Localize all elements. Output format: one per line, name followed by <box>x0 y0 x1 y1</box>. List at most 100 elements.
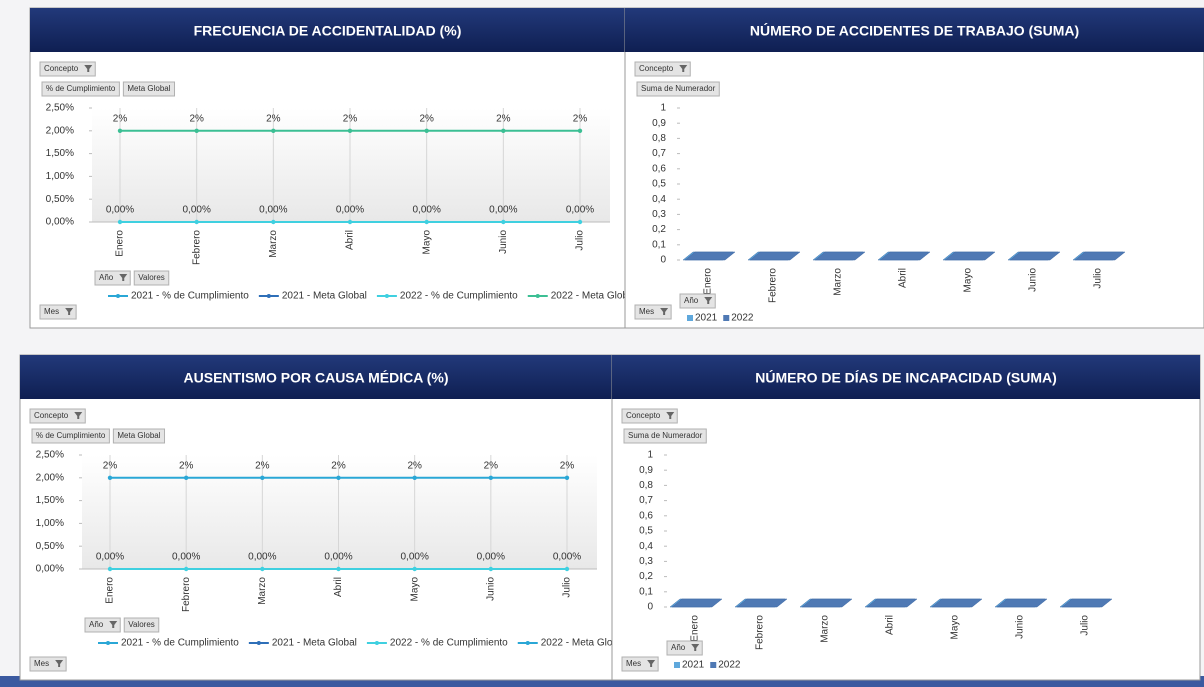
x-tick-label: Julio <box>562 577 573 598</box>
field-button[interactable]: Año <box>84 617 121 633</box>
button-label: Mes <box>44 307 59 316</box>
bar <box>866 598 918 608</box>
point <box>117 128 123 133</box>
y-tick-label: 0,5 <box>652 179 666 190</box>
y-tick-label: 0,50% <box>46 194 74 205</box>
field-button[interactable]: Concepto <box>39 61 96 77</box>
field-button[interactable]: Año <box>666 640 703 656</box>
data-label: 0,00% <box>106 205 134 216</box>
field-button[interactable]: Año <box>679 293 716 309</box>
field-button[interactable]: Meta Global <box>112 428 166 444</box>
y-tick-label: 0,5 <box>639 526 653 537</box>
bar <box>1074 251 1126 261</box>
field-button[interactable]: Año <box>94 270 131 286</box>
y-tick-label: 0,8 <box>652 133 666 144</box>
field-button[interactable]: % de Cumplimiento <box>31 428 110 444</box>
point <box>183 475 189 480</box>
data-label: 0,00% <box>248 552 276 563</box>
point <box>564 566 570 572</box>
button-face <box>29 408 86 424</box>
data-label: 2% <box>189 113 204 124</box>
field-button[interactable]: Concepto <box>29 408 86 424</box>
y-tick-label: 0,4 <box>639 541 653 552</box>
y-tick-label: 1 <box>647 450 653 461</box>
chart-title: NÚMERO DE ACCIDENTES DE TRABAJO (SUMA) <box>750 22 1079 39</box>
filter-icon <box>679 65 688 72</box>
data-label: 0,00% <box>324 552 352 563</box>
point <box>577 219 583 225</box>
point <box>347 128 353 133</box>
button-face <box>623 428 707 444</box>
x-tick-label: Enero <box>105 577 116 604</box>
button-face <box>31 428 110 444</box>
button-label: Concepto <box>34 411 69 420</box>
data-label: 2% <box>179 460 194 471</box>
point <box>271 219 276 225</box>
legend-dot <box>535 294 540 298</box>
field-button[interactable]: Valores <box>133 270 170 286</box>
point <box>107 566 113 572</box>
x-tick-label: Marzo <box>820 615 831 643</box>
button-label: Meta Global <box>117 431 160 440</box>
panel-header <box>20 355 612 399</box>
field-button[interactable]: Mes <box>39 304 77 320</box>
y-tick-label: 0,1 <box>639 586 653 597</box>
legend-label: 2022 - % de Cumplimiento <box>390 638 508 649</box>
x-tick-label: Mayo <box>950 615 961 640</box>
legend-dot <box>106 641 110 645</box>
x-tick-label: Julio <box>1093 268 1104 289</box>
y-tick-label: 0,7 <box>652 148 666 159</box>
point <box>412 566 417 572</box>
button-label: % de Cumplimiento <box>46 84 116 93</box>
field-button[interactable]: Concepto <box>634 61 691 77</box>
field-button[interactable]: % de Cumplimiento <box>41 81 120 97</box>
legend-label: 2021 <box>695 313 718 324</box>
filter-icon <box>647 660 656 667</box>
point <box>501 219 506 225</box>
button-label: Mes <box>639 307 654 316</box>
legend-swatch <box>710 662 717 668</box>
data-label: 2% <box>113 113 128 124</box>
data-label: 0,00% <box>566 205 594 216</box>
button-label: Año <box>684 296 699 305</box>
x-tick-label: Febrero <box>768 268 779 303</box>
data-label: 2% <box>573 113 588 124</box>
plot-area <box>82 455 597 569</box>
legend-dot <box>266 294 271 298</box>
point <box>194 128 199 133</box>
point <box>424 128 429 133</box>
button-label: Año <box>99 273 114 282</box>
legend-label: 2021 - Meta Global <box>272 638 357 649</box>
data-label: 2% <box>419 113 434 124</box>
button-label: Valores <box>128 620 155 629</box>
x-tick-label: Febrero <box>755 615 766 650</box>
bar <box>684 251 736 261</box>
point <box>564 475 570 480</box>
y-tick-label: 1,50% <box>46 148 74 159</box>
y-tick-label: 0 <box>647 602 653 613</box>
x-tick-label: Junio <box>1015 615 1026 639</box>
field-button[interactable]: Mes <box>29 656 67 672</box>
x-tick-label: Junio <box>498 230 509 254</box>
x-tick-label: Junio <box>485 577 496 601</box>
field-button[interactable]: Suma de Numerador <box>623 428 707 444</box>
x-tick-label: Marzo <box>268 230 279 258</box>
field-button[interactable]: Valores <box>123 617 160 633</box>
field-button[interactable]: Meta Global <box>122 81 176 97</box>
point <box>577 128 583 133</box>
field-button[interactable]: Mes <box>621 656 659 672</box>
x-tick-label: Marzo <box>833 268 844 296</box>
legend-dot <box>374 641 379 645</box>
point <box>336 475 341 480</box>
field-button[interactable]: Suma de Numerador <box>636 81 720 97</box>
y-tick-label: 0,50% <box>36 541 64 552</box>
data-label: 2% <box>407 460 422 471</box>
point <box>501 128 506 133</box>
filter-icon <box>55 660 64 667</box>
field-button[interactable]: Mes <box>634 304 672 320</box>
y-tick-label: 2,50% <box>46 103 74 114</box>
legend-label: 2022 - Meta Global <box>551 291 636 302</box>
field-button[interactable]: Concepto <box>621 408 678 424</box>
panel <box>624 7 1204 329</box>
